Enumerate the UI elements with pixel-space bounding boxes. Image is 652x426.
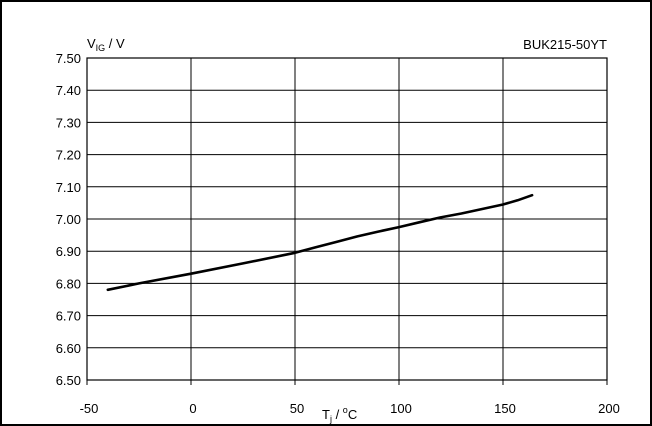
y-tick-label: 7.30 [56, 115, 81, 130]
y-tick-label: 7.50 [56, 51, 81, 66]
x-tick-label: -50 [80, 401, 99, 416]
x-axis-label: Tj / oC [322, 405, 357, 424]
series-layer [106, 193, 534, 292]
y-tick-label: 6.70 [56, 309, 81, 324]
y-tick-label: 7.00 [56, 212, 81, 227]
y-tick-label: 7.40 [56, 83, 81, 98]
x-tick-label: 200 [598, 401, 620, 416]
y-tick-label: 7.20 [56, 148, 81, 163]
y-tick-label: 6.50 [56, 373, 81, 388]
x-tick-label: 0 [189, 401, 196, 416]
x-tick-label: 100 [390, 401, 412, 416]
series-line [106, 193, 534, 292]
tick-labels: 6.50 6.60 6.70 6.80 6.90 7.00 7.10 7.20 7.30 7.40… [56, 51, 620, 416]
y-tick-label: 6.90 [56, 244, 81, 259]
chart-title: BUK215-50YT [523, 37, 607, 52]
y-tick-label: 6.80 [56, 276, 81, 291]
y-tick-label: 7.10 [56, 180, 81, 195]
y-axis-label: VIG / V [87, 36, 125, 53]
y-tick-label: 6.60 [56, 341, 81, 356]
x-tick-label: 150 [494, 401, 516, 416]
x-tick-label: 50 [290, 401, 304, 416]
plot-area [86, 57, 608, 381]
